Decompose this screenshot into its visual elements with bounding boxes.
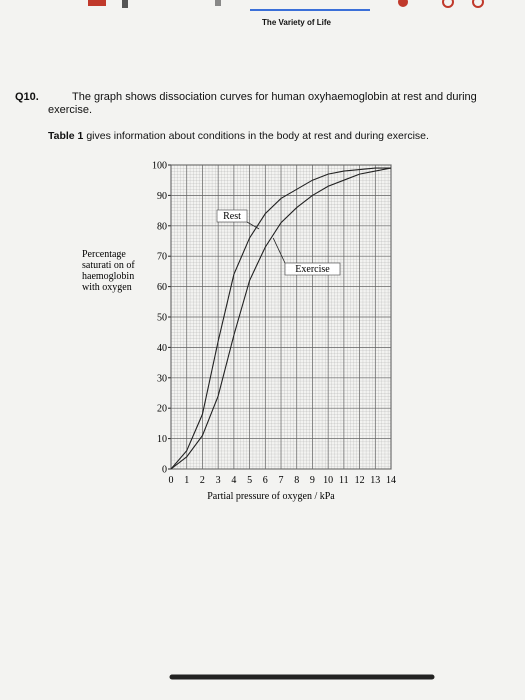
x-tick-label: 4 [231,475,236,486]
toolbar-icon[interactable] [215,0,221,6]
x-tick-label: 1 [184,475,189,486]
x-tick-label: 10 [323,475,333,486]
y-tick-label: 70 [157,252,167,263]
annotation-label: Rest [223,211,241,222]
table-line: Table 1 gives information about conditio… [48,130,508,142]
x-tick-label: 5 [247,475,252,486]
x-axis-label: Partial pressure of oxygen / kPa [207,491,335,502]
annotation-box [216,209,248,223]
x-tick-label: 7 [279,475,284,486]
table-ref: Table 1 [48,130,84,142]
toolbar-icon[interactable] [398,0,408,7]
toolbar-icon[interactable] [442,0,454,8]
y-tick-label: 90 [157,191,167,202]
header-title: The Variety of Life [262,18,331,27]
home-bar [169,674,435,680]
curve [170,167,392,470]
y-axis-label: saturati on of [82,260,135,271]
x-tick-label: 8 [294,475,299,486]
curve [170,167,391,470]
annotation-pointer [246,221,260,230]
y-axis-label: Percentage [82,249,126,260]
annotation-pointer [272,237,286,264]
annotation-box [284,262,341,276]
y-tick-label: 40 [157,343,167,354]
y-tick-label: 30 [157,373,167,384]
x-tick-label: 9 [310,475,315,486]
question-number: Q10. [15,91,39,103]
x-tick-label: 12 [355,475,365,486]
y-tick-label: 10 [157,434,167,445]
y-tick-label: 80 [157,221,167,232]
x-tick-label: 14 [386,475,396,486]
x-tick-label: 3 [216,475,221,486]
x-tick-label: 6 [263,475,268,486]
table-text: gives information about conditions in th… [83,130,429,142]
annotation-label: Exercise [295,264,330,275]
toolbar-icon[interactable] [472,0,484,8]
x-tick-label: 2 [200,475,205,486]
x-tick-label: 0 [169,475,174,486]
x-tick-label: 13 [370,475,380,486]
y-tick-label: 20 [157,404,167,415]
question-text: The graph shows dissociation curves for … [48,91,477,116]
y-tick-label: 50 [157,313,167,324]
y-tick-label: 60 [157,282,167,293]
y-tick-label: 100 [152,161,167,172]
x-tick-label: 11 [339,475,349,486]
y-tick-label: 0 [162,465,167,476]
y-axis-label: haemoglobin [82,271,134,282]
toolbar-icon[interactable] [88,0,106,6]
toolbar-icon[interactable] [122,0,128,8]
toolbar [88,0,484,11]
y-axis-label: with oxygen [82,282,132,293]
